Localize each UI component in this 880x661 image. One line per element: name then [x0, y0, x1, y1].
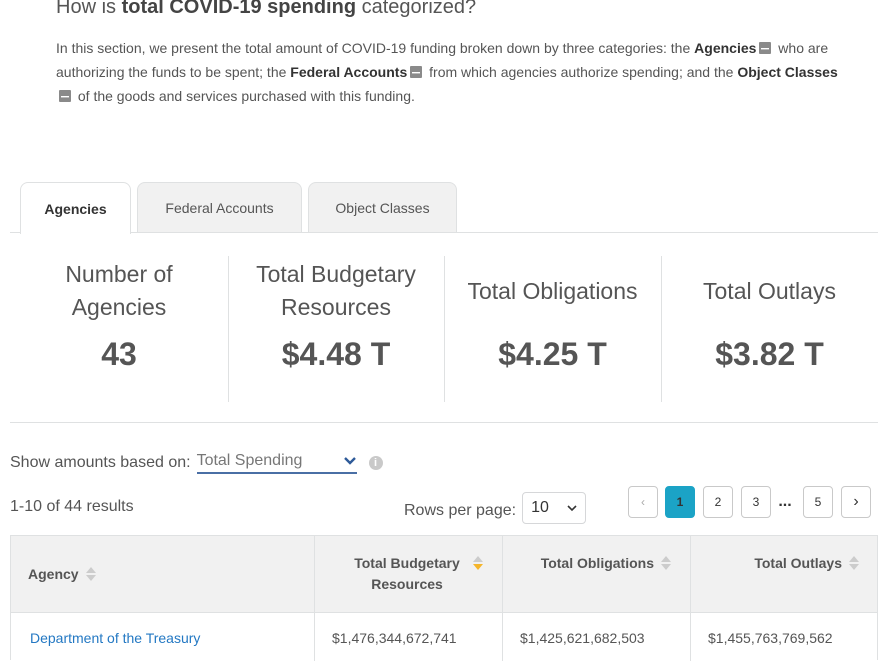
term-federal-accounts: Federal Accounts — [290, 64, 408, 80]
tab-agencies[interactable]: Agencies — [20, 182, 131, 234]
stat-label: Number of Agencies — [65, 261, 173, 320]
stat-value: 43 — [101, 336, 137, 372]
intro-text-4: of the goods and services purchased with… — [74, 88, 415, 104]
prev-page-button[interactable]: ‹ — [628, 486, 658, 518]
tab-label: Agencies — [44, 200, 107, 217]
heading-pre: How is — [56, 0, 122, 18]
column-header-budgetary[interactable]: Total Budgetary Resources — [314, 535, 502, 613]
stat-total-budgetary-resources: Total Budgetary Resources $4.48 T — [228, 256, 444, 402]
glossary-icon[interactable] — [759, 42, 772, 54]
agency-link[interactable]: Department of the Treasury — [30, 630, 201, 646]
tab-divider — [10, 232, 878, 233]
page-label: 3 — [752, 495, 760, 509]
intro-text-2: who are authorizing the funds to be spen… — [56, 40, 829, 80]
prev-icon: ‹ — [641, 495, 645, 509]
column-header-agency[interactable]: Agency — [28, 535, 97, 613]
tab-label: Federal Accounts — [165, 199, 274, 216]
pagination-ellipsis: ... — [771, 486, 799, 518]
stat-label: Total Budgetary Resources — [256, 261, 416, 320]
results-count: 1-10 of 44 results — [10, 498, 134, 515]
cell-outlays: $1,455,763,769,562 — [708, 630, 833, 646]
stat-divider — [661, 256, 662, 402]
stat-label: Total Obligations — [467, 277, 638, 304]
rows-select[interactable]: 10 — [522, 492, 587, 524]
heading-bold: total COVID-19 spending — [121, 0, 357, 18]
page-label: 2 — [714, 495, 722, 509]
stat-value: $3.82 T — [715, 336, 824, 372]
rows-per-page: Rows per page: 10 — [404, 492, 587, 524]
stat-divider — [444, 256, 445, 402]
summary-divider — [10, 422, 878, 423]
next-page-button[interactable]: › — [841, 486, 871, 518]
glossary-icon[interactable] — [410, 66, 423, 78]
rows-label: Rows per page: — [404, 502, 517, 519]
page-label: 5 — [814, 495, 822, 509]
column-header-label: Total Outlays — [754, 555, 842, 571]
column-header-label: Total Budgetary Resources — [354, 555, 460, 592]
amounts-label: Show amounts based on: — [10, 454, 191, 471]
next-icon: › — [853, 493, 859, 510]
stat-total-outlays: Total Outlays $3.82 T — [661, 256, 878, 402]
cell-obligations: $1,425,621,682,503 — [520, 630, 645, 646]
glossary-icon[interactable] — [59, 90, 71, 102]
tab-label: Object Classes — [335, 199, 430, 216]
column-header-outlays[interactable]: Total Outlays — [690, 535, 878, 613]
term-agencies: Agencies — [694, 40, 757, 56]
info-icon[interactable]: i — [368, 456, 383, 470]
section-heading: How is total COVID-19 spending categoriz… — [56, 0, 476, 19]
tab-object-classes[interactable]: Object Classes — [308, 182, 457, 232]
column-header-label: Agency — [28, 566, 79, 582]
stat-number-of-agencies: Number of Agencies 43 — [10, 256, 228, 402]
tab-federal-accounts[interactable]: Federal Accounts — [137, 182, 302, 232]
table-border — [10, 612, 11, 660]
intro-paragraph: In this section, we present the total am… — [56, 36, 846, 108]
amounts-select[interactable]: Total Spending — [196, 452, 357, 474]
heading-post: categorized? — [356, 0, 477, 18]
column-divider — [690, 535, 691, 661]
chevron-down-icon — [567, 505, 577, 512]
sort-icon[interactable] — [472, 555, 484, 571]
intro-text-3: from which agencies authorize spending; … — [425, 64, 738, 80]
table-header — [10, 535, 878, 613]
page-button-1[interactable]: 1 — [665, 486, 695, 518]
rows-select-value: 10 — [531, 499, 549, 516]
sort-icon[interactable] — [660, 555, 672, 571]
stat-value: $4.48 T — [281, 336, 391, 372]
sort-icon[interactable] — [848, 555, 860, 571]
ellipsis-label: ... — [778, 493, 792, 510]
page-button-2[interactable]: 2 — [703, 486, 733, 518]
page-label: 1 — [676, 495, 684, 509]
stat-value: $4.25 T — [498, 336, 607, 372]
amounts-select-value: Total Spending — [196, 452, 303, 469]
column-divider — [502, 535, 503, 661]
column-header-obligations[interactable]: Total Obligations — [502, 535, 690, 613]
cell-budgetary: $1,476,344,672,741 — [332, 630, 457, 646]
table-border — [877, 612, 878, 660]
sort-icon[interactable] — [85, 566, 97, 582]
page-button-3[interactable]: 3 — [741, 486, 771, 518]
stat-label: Total Outlays — [703, 277, 836, 304]
column-header-label: Total Obligations — [540, 555, 654, 571]
page-button-5[interactable]: 5 — [803, 486, 833, 518]
intro-text-1: In this section, we present the total am… — [56, 40, 695, 56]
stat-total-obligations: Total Obligations $4.25 T — [444, 256, 661, 402]
chevron-down-icon — [343, 457, 356, 465]
column-divider — [314, 535, 315, 661]
stat-divider — [228, 256, 229, 402]
amounts-control: Show amounts based on: Total Spending i — [10, 452, 383, 474]
term-object-classes: Object Classes — [737, 64, 838, 80]
